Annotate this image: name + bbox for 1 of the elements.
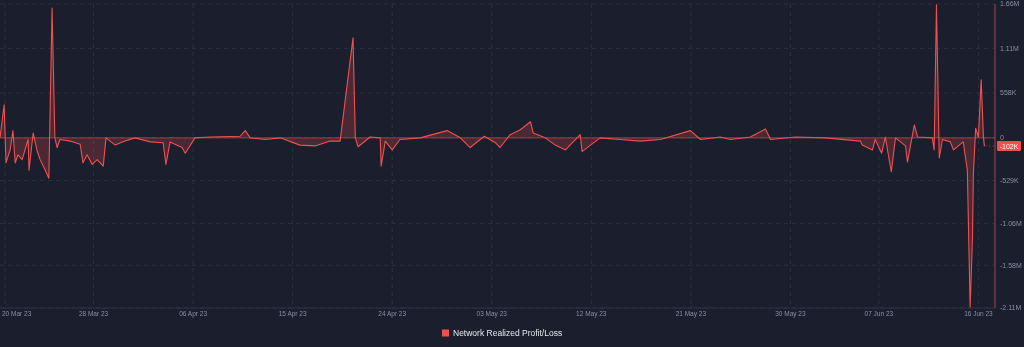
legend-label: Network Realized Profit/Loss: [453, 327, 563, 338]
